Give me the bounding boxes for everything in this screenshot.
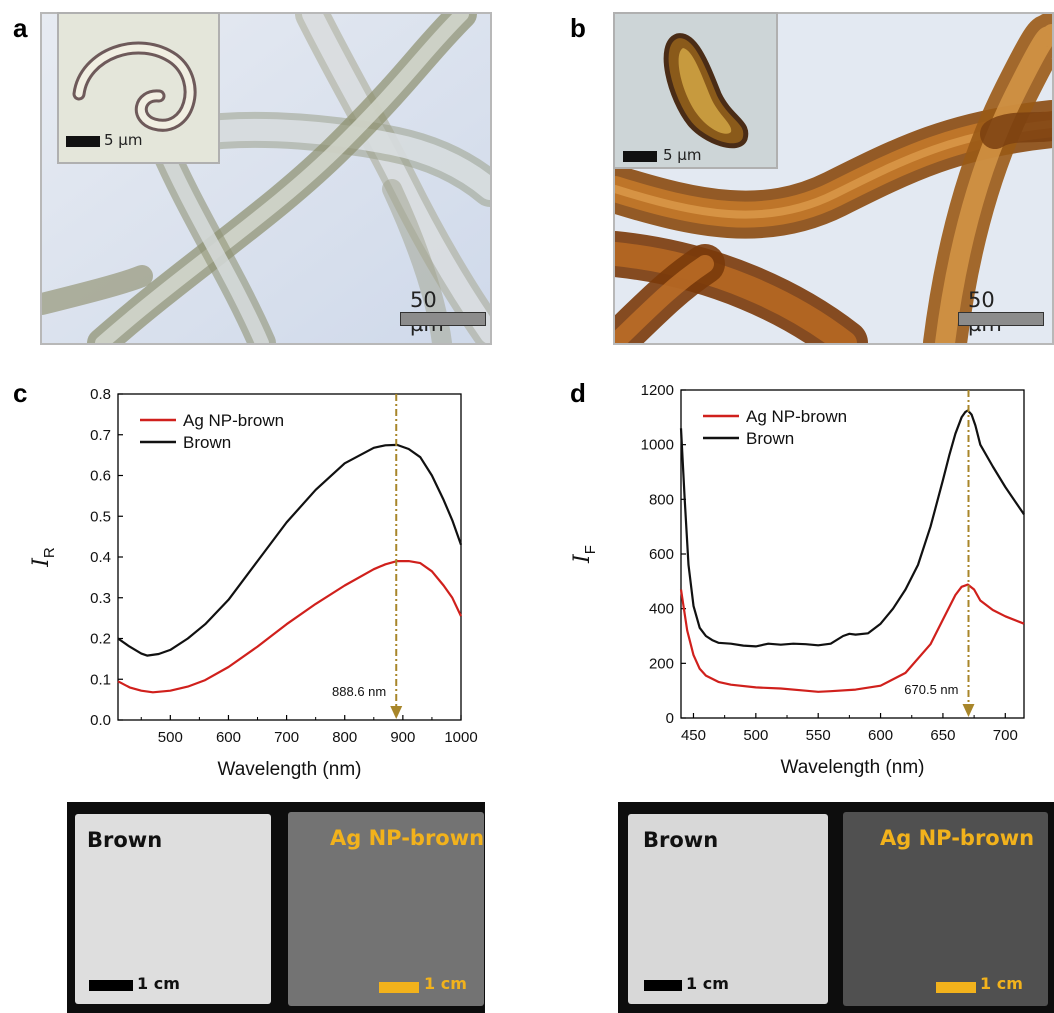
marker-label: 888.6 nm (332, 684, 386, 699)
photo-right: Brown Ag NP-brown 1 cm 1 cm (618, 802, 1054, 1013)
panel-label-d: d (570, 378, 586, 408)
y-tick-label: 0.8 (90, 386, 111, 403)
y-tick-label: 400 (649, 601, 674, 618)
legend-label: Ag NP-brown (746, 407, 847, 426)
brown-label-left: Brown (87, 828, 163, 852)
series-line-brown (679, 409, 1025, 648)
inset-b (613, 12, 778, 169)
y-tick-label: 0.0 (90, 712, 111, 729)
micrograph-a (40, 12, 492, 345)
series-line-brown (117, 443, 463, 657)
fiber-cross-section-b (615, 14, 776, 167)
x-tick-label: 900 (390, 729, 415, 746)
brown-square-right (628, 814, 828, 1004)
x-tick-label: 1000 (444, 729, 477, 746)
fibers-a-image (42, 14, 490, 343)
x-tick-label: 700 (274, 729, 299, 746)
x-tick-label: 600 (868, 727, 893, 744)
series-line-ag-np-brown (117, 560, 462, 694)
y-tick-label: 1200 (641, 382, 674, 399)
x-tick-label: 450 (681, 727, 706, 744)
y-tick-label: 600 (649, 546, 674, 563)
y-tick-label: 0.4 (90, 549, 111, 566)
brown-square-left (75, 814, 271, 1004)
scale-text-yellow-right: 1 cm (980, 974, 1023, 993)
legend-label: Brown (183, 433, 231, 452)
y-tick-label: 0.5 (90, 508, 111, 525)
scale-bar-black-right (644, 980, 682, 991)
y-tick-label: 1000 (641, 437, 674, 454)
scale-bar-black-left (89, 980, 133, 991)
marker-arrow (390, 706, 403, 719)
chart-d: 0 200 400 600 800 1000 1200 450 500 550 600 650 700 W… (570, 382, 1025, 778)
x-tick-label: 700 (993, 727, 1018, 744)
scale-text-black-left: 1 cm (137, 974, 180, 993)
ag-np-brown-label-left: Ag NP-brown (330, 826, 485, 850)
x-axis-label: Wavelength (nm) (218, 759, 362, 780)
x-axis-label: Wavelength (nm) (781, 757, 925, 778)
fibers-b-image (615, 14, 1052, 343)
y-tick-label: 0.7 (90, 427, 111, 444)
ag-np-brown-square-right (843, 812, 1048, 1006)
y-tick-label: 0.1 (90, 671, 111, 688)
brown-label-right: Brown (643, 828, 719, 852)
ag-np-brown-label-right: Ag NP-brown (880, 826, 1035, 850)
x-tick-label: 500 (743, 727, 768, 744)
y-tick-label: 0.3 (90, 590, 111, 607)
x-tick-label: 650 (930, 727, 955, 744)
series-line-ag-np-brown (679, 583, 1025, 693)
legend-label: Ag NP-brown (183, 411, 284, 430)
panel-label-b: b (570, 13, 586, 43)
y-tick-label: 800 (649, 491, 674, 508)
legend-label: Brown (746, 429, 794, 448)
y-tick-label: 0.2 (90, 631, 111, 648)
y-tick-label: 200 (649, 655, 674, 672)
y-tick-label: 0 (666, 710, 674, 727)
panel-label-c: c (13, 378, 28, 408)
y-axis-label: IF (570, 545, 599, 564)
chart-c: 0.0 0.1 0.2 0.3 0.4 0.5 0.6 0.7 0.8 500 600 700 800 9… (29, 386, 478, 780)
ag-np-brown-square-left (288, 812, 484, 1006)
scale-text-black-right: 1 cm (686, 974, 729, 993)
y-axis-label: IR (29, 547, 58, 568)
x-tick-label: 550 (806, 727, 831, 744)
scale-bar-yellow-right (936, 982, 976, 993)
plot-frame (680, 389, 1025, 719)
x-tick-label: 800 (332, 729, 357, 746)
scale-text-yellow-left: 1 cm (424, 974, 467, 993)
x-tick-label: 600 (216, 729, 241, 746)
fiber-cross-section-a (59, 14, 218, 162)
scale-bar-yellow-left (379, 982, 419, 993)
marker-label: 670.5 nm (904, 682, 958, 697)
photo-left: Brown Ag NP-brown 1 cm 1 cm (67, 802, 485, 1013)
marker-arrow (962, 704, 975, 717)
x-tick-label: 500 (158, 729, 183, 746)
y-tick-label: 0.6 (90, 468, 111, 485)
panel-label-a: a (13, 13, 28, 43)
